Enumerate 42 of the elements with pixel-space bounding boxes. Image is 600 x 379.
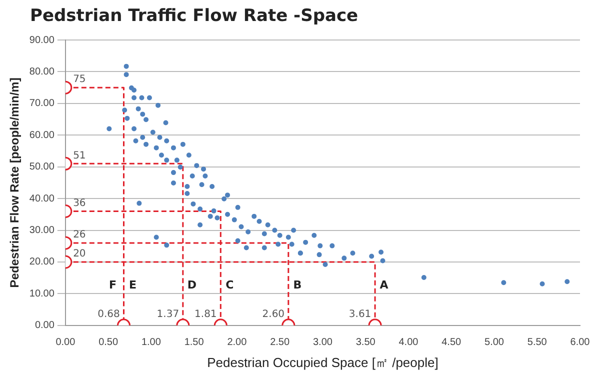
annotation: 3.61: [348, 308, 372, 320]
annotation: B: [293, 278, 302, 292]
x-tick-label: 2.50: [270, 337, 290, 348]
x-tick-label: 1.50: [184, 337, 204, 348]
annotation: 75: [73, 74, 86, 86]
annotation: 2.60: [262, 308, 285, 320]
y-tick-label: 80.00: [29, 66, 55, 78]
x-tick-label: 4.50: [442, 337, 462, 348]
x-tick-label: 2.00: [227, 337, 248, 348]
annotation: A: [380, 278, 389, 292]
x-tick-label: 3.50: [356, 337, 376, 348]
annotation: 1.37: [156, 308, 180, 320]
annotation: 26: [73, 230, 86, 241]
x-tick-label: 5.50: [527, 337, 548, 348]
y-tick-label: 40.00: [29, 193, 55, 204]
chart-title: Pedstrian Traffic Flow Rate -Space: [30, 6, 358, 26]
annotation: 51: [73, 150, 86, 162]
x-tick-label: 5.00: [484, 337, 504, 348]
annotation: F: [109, 278, 117, 292]
x-axis-title: Pedestrian Occupied Space [㎡ /people]: [207, 354, 438, 370]
annotation: E: [128, 278, 136, 292]
x-tick-label: 0.50: [98, 337, 118, 348]
annotation: 36: [73, 198, 86, 209]
y-axis-title: Pedestrian Flow Rate [people/min/m]: [8, 78, 22, 288]
y-tick-label: 90.00: [29, 34, 55, 46]
x-tick-label: 4.00: [398, 337, 419, 348]
y-tick-label: 50.00: [29, 162, 55, 173]
x-tick-label: 1.00: [141, 337, 162, 348]
x-tick-label: 0.00: [56, 337, 76, 348]
y-tick-label: 20.00: [29, 256, 55, 268]
y-tick-label: 30.00: [29, 225, 55, 236]
y-tick-label: 70.00: [29, 98, 55, 110]
y-tick-label: 0.00: [34, 320, 55, 332]
y-tick-label: 10.00: [29, 288, 55, 300]
annotation: 0.68: [98, 308, 120, 320]
annotation: C: [226, 278, 234, 292]
x-tick-label: 3.00: [312, 337, 333, 348]
x-tick-label: 6.00: [570, 337, 590, 348]
annotation: 20: [73, 248, 86, 260]
y-tick-label: 60.00: [29, 130, 55, 141]
annotation: D: [187, 278, 196, 292]
annotation: 1.81: [194, 308, 217, 320]
